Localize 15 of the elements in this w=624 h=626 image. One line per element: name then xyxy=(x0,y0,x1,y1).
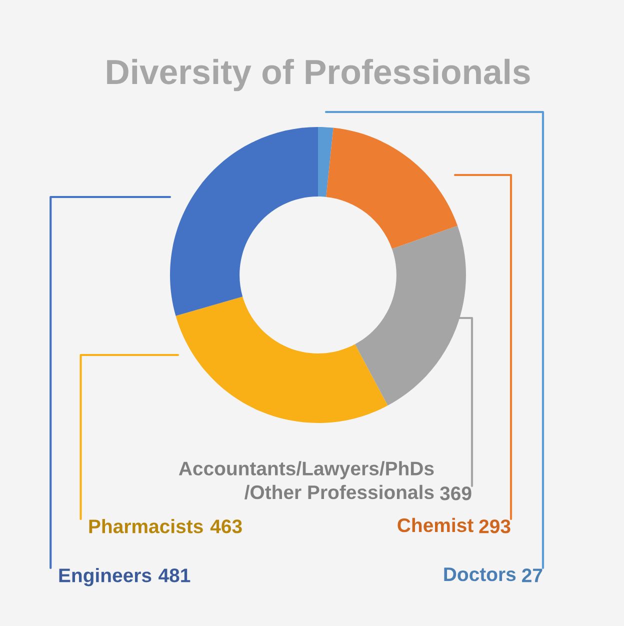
donut-slice xyxy=(176,296,388,423)
donut-slice xyxy=(326,128,458,249)
data-label: 481 xyxy=(158,568,190,582)
data-label: 463 xyxy=(210,520,242,534)
data-label: 27 xyxy=(522,568,542,582)
slice-label: Engineers xyxy=(59,568,152,586)
donut-slice xyxy=(170,127,318,316)
slice-label: Doctors xyxy=(444,568,516,582)
slice-label: Pharmacists xyxy=(89,519,203,534)
slice-label: Chemist xyxy=(398,518,474,532)
data-label: 369 xyxy=(440,486,472,500)
data-label: 293 xyxy=(479,520,510,534)
donut-slice xyxy=(318,127,334,197)
slice-label: Accountants/Lawyers/PhDs /Other Professionals xyxy=(178,461,434,500)
chart-title: Diversity of Professionals xyxy=(107,58,530,92)
